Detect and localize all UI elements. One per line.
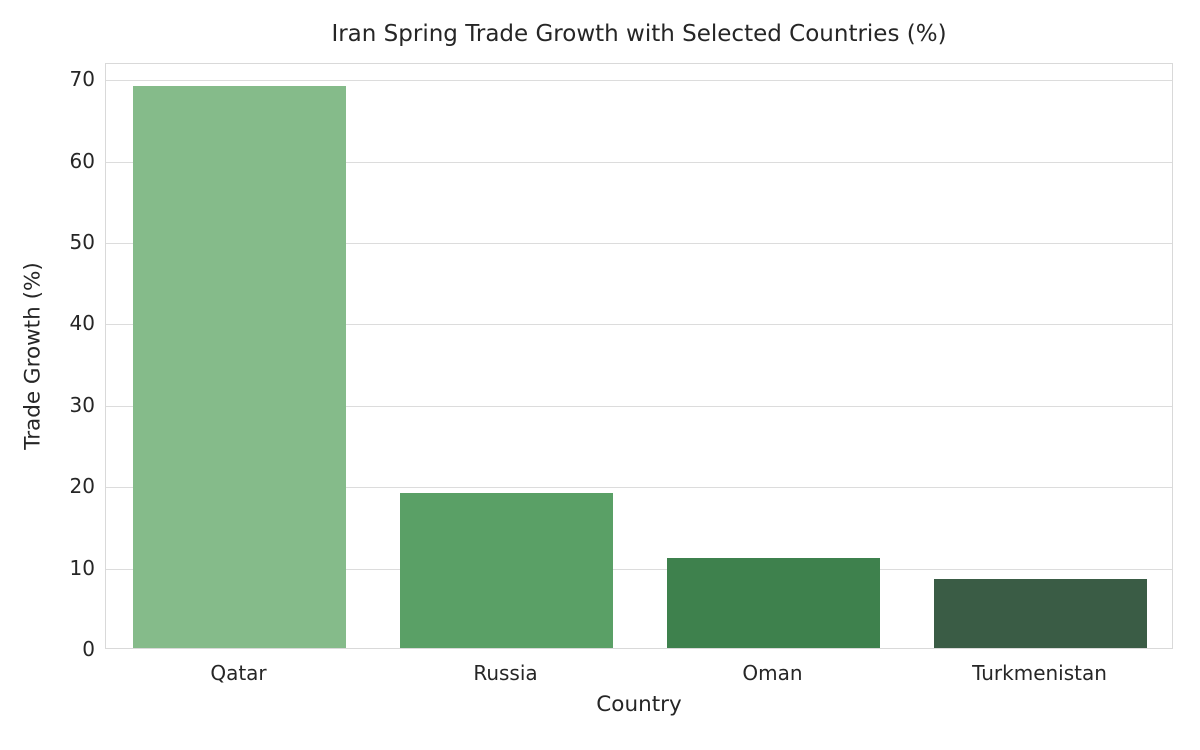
y-tick-label-60: 60 <box>69 148 95 173</box>
plot-area <box>105 63 1173 649</box>
gridline-y-40 <box>106 324 1172 326</box>
x-tick-label-russia: Russia <box>473 661 538 685</box>
chart-title: Iran Spring Trade Growth with Selected C… <box>331 21 947 47</box>
y-tick-label-0: 0 <box>82 637 95 661</box>
gridline-y-60 <box>106 161 1172 163</box>
bar-turkmenistan <box>933 578 1148 648</box>
y-tick-label-30: 30 <box>69 392 95 417</box>
y-tick-label-10: 10 <box>69 555 95 580</box>
gridline-y-30 <box>106 405 1172 407</box>
bar-qatar <box>132 86 347 648</box>
gridline-y-50 <box>106 243 1172 245</box>
gridline-y-20 <box>106 487 1172 489</box>
y-axis-label: Trade Growth (%) <box>20 262 46 450</box>
x-tick-label-turkmenistan: Turkmenistan <box>972 661 1107 685</box>
bar-russia <box>399 493 614 648</box>
x-tick-label-oman: Oman <box>742 661 803 685</box>
y-tick-label-40: 40 <box>69 311 95 336</box>
bar-oman <box>666 558 881 648</box>
gridline-y-10 <box>106 568 1172 570</box>
x-tick-label-qatar: Qatar <box>210 661 267 685</box>
y-tick-label-50: 50 <box>69 230 95 255</box>
y-tick-label-20: 20 <box>69 474 95 499</box>
x-axis-label: Country <box>596 692 682 717</box>
y-tick-label-70: 70 <box>69 67 95 92</box>
gridline-y-70 <box>106 80 1172 82</box>
